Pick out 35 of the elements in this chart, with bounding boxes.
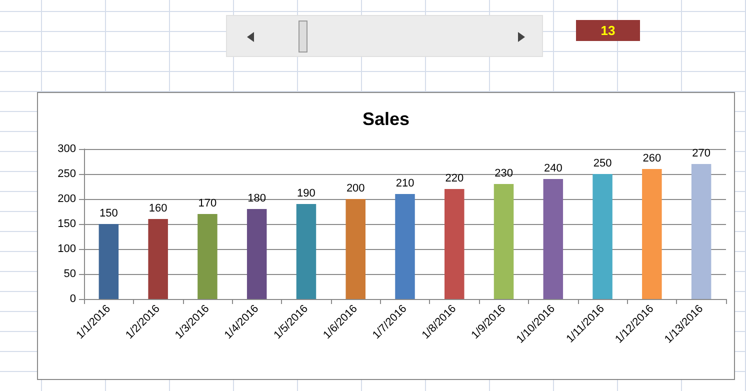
- data-label: 210: [396, 178, 414, 190]
- bar: [444, 189, 464, 299]
- data-label: 220: [445, 172, 464, 184]
- chart-title: Sales: [362, 109, 410, 129]
- data-label: 270: [692, 148, 710, 160]
- y-tick-label: 250: [58, 168, 76, 180]
- data-label: 250: [593, 158, 612, 170]
- y-tick-label: 150: [58, 218, 76, 230]
- data-label: 260: [642, 152, 662, 164]
- data-label: 150: [100, 208, 118, 220]
- data-label: 170: [198, 198, 217, 210]
- data-label: 190: [297, 188, 316, 200]
- y-tick-label: 300: [58, 143, 76, 155]
- data-label: 160: [148, 202, 168, 214]
- bar: [98, 224, 119, 299]
- data-label: 230: [494, 168, 513, 180]
- data-label: 200: [346, 182, 365, 194]
- data-label: 240: [544, 162, 562, 174]
- data-label: 180: [248, 192, 266, 204]
- y-tick-label: 200: [58, 193, 76, 205]
- bar: [592, 174, 612, 299]
- bar: [198, 214, 218, 299]
- bar: [148, 219, 168, 299]
- y-tick-label: 50: [64, 268, 76, 280]
- bar: [642, 169, 662, 299]
- bar: [494, 184, 514, 299]
- bar: [346, 199, 366, 299]
- y-tick-label: 100: [58, 243, 76, 255]
- text: 13: [576, 20, 640, 41]
- y-tick-label: 0: [70, 293, 76, 305]
- bar: [395, 194, 415, 299]
- bar: [543, 179, 564, 299]
- bar: [691, 164, 712, 299]
- bar: [296, 204, 316, 299]
- bar: [246, 209, 267, 299]
